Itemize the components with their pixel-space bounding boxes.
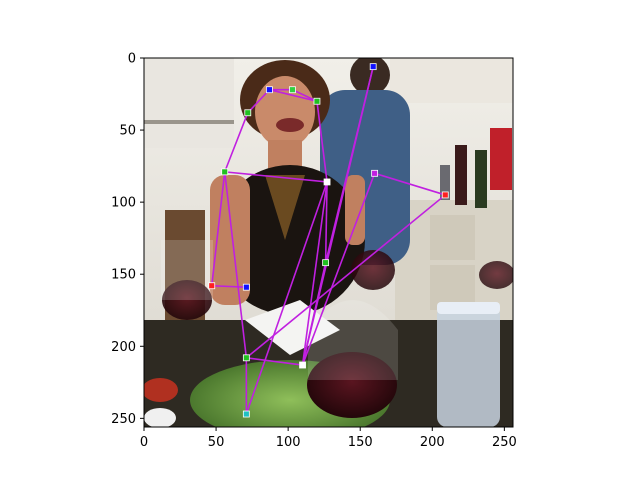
skeleton-edge-left_eye-right_ear	[269, 88, 318, 103]
skeleton-edge-right_shoulder-right_knee	[301, 181, 328, 366]
pose-skeleton	[210, 66, 446, 415]
plot-frame	[143, 57, 514, 428]
keypoint-left_knee	[242, 354, 250, 362]
keypoint-left_hand	[242, 283, 250, 291]
x-tick-label-100: 100	[276, 435, 301, 450]
keypoint-head_top	[369, 63, 377, 71]
keypoint-left_wrist	[208, 282, 216, 290]
y-tick-label-50: 50	[119, 124, 136, 139]
y-tick-label-0: 0	[128, 52, 136, 67]
keypoint-right_hip	[322, 259, 330, 267]
skeleton-edge-right_knee-right_hand	[301, 173, 376, 366]
keypoint-right_shoulder	[323, 178, 331, 186]
photo-image	[144, 58, 513, 427]
y-tick-label-200: 200	[111, 340, 136, 355]
y-tick-label-250: 250	[111, 412, 136, 427]
x-tick-label-50: 50	[208, 435, 225, 450]
skeleton-edge-left_wrist-left_hand	[211, 284, 247, 288]
skeleton-edge-left_shoulder-right_shoulder	[224, 171, 328, 183]
skeleton-edge-right_hand-far_right	[374, 172, 446, 196]
skeleton-edge-far_right-left_knee	[245, 194, 446, 359]
x-tick-label-250: 250	[492, 435, 517, 450]
keypoint-left_ankle	[242, 410, 250, 418]
y-axis: 0 50 100 150 200 250	[111, 52, 144, 427]
skeleton-edge-left_ear-left_shoulder	[223, 112, 249, 173]
keypoint-right_knee	[299, 361, 306, 369]
keypoint-left_eye	[266, 86, 273, 94]
x-tick-label-150: 150	[348, 435, 373, 450]
skeleton-edge-left_ear-left_eye	[247, 89, 270, 114]
pose-keypoints	[208, 63, 449, 418]
skeleton-edge-left_shoulder-left_knee	[223, 171, 248, 358]
y-tick-label-100: 100	[111, 196, 136, 211]
skeleton-edge-right_ear-right_shoulder	[316, 101, 328, 183]
x-tick-label-200: 200	[420, 435, 445, 450]
y-tick-label-150: 150	[111, 268, 136, 283]
keypoint-left_ear	[244, 109, 252, 117]
keypoint-right_eye	[289, 86, 296, 94]
keypoint-left_shoulder	[221, 168, 229, 176]
x-axis: 0 50 100 150 200 250	[140, 427, 517, 450]
keypoint-far_right	[441, 191, 449, 199]
x-tick-label-0: 0	[140, 435, 148, 450]
skeleton-edge-left_ankle-right_shoulder	[245, 181, 328, 415]
skeleton-edge-left_shoulder-left_wrist	[210, 171, 226, 286]
skeleton-edge-right_eye-right_ear	[292, 88, 318, 102]
skeleton-edge-right_shoulder-right_hip	[324, 181, 328, 263]
keypoint-right_ear	[313, 97, 321, 105]
keypoint-right_hand	[371, 169, 379, 177]
skeleton-edge-head_top-right_hip	[324, 66, 374, 263]
skeleton-edge-left_knee-right_knee	[246, 357, 303, 366]
